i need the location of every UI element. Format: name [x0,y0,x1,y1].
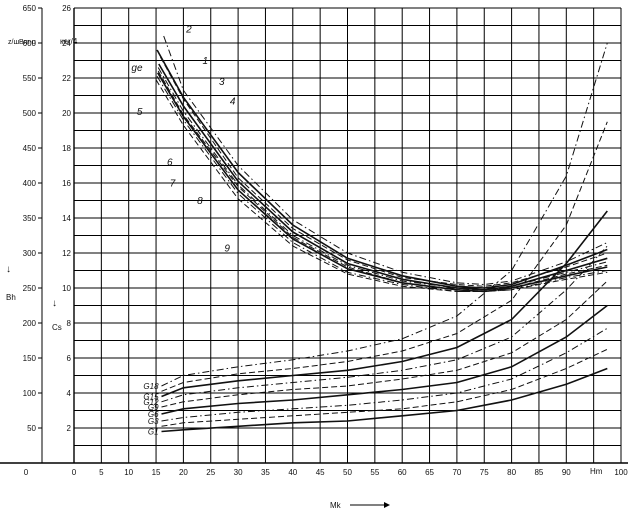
right-axis-tick-label: 26 [62,4,71,13]
left-axis-tick-label: 100 [23,389,37,398]
x-tick-label: 80 [507,468,516,477]
left-axis-tick-label: 300 [23,249,37,258]
hour-curve-g9 [161,280,608,408]
x-tick-label: 40 [288,468,297,477]
right-axis-tick-label: 20 [62,109,71,118]
left-axis-tick-label: 350 [23,214,37,223]
right-axis-label: Cs [52,323,62,332]
x-tick-label: 0 [72,468,77,477]
x-tick-label: 50 [343,468,352,477]
x-tick-label: 75 [480,468,489,477]
left-axis-label: Bh [6,293,16,302]
left-axis-tick-label: 250 [23,284,37,293]
hour-curve [161,348,608,427]
hour-curve-g1 [161,367,608,433]
hour-curve-label: G15 [143,393,159,402]
x-tick-label: 15 [152,468,161,477]
x-axis-unit: Hm [590,467,603,476]
hour-curve-label: G1 [148,428,159,437]
x-tick-label: 100 [614,468,628,477]
curve-label: 2 [185,25,192,36]
fuel-curve-8 [156,76,608,292]
grid [74,7,622,463]
hour-curve-g12 [161,245,608,403]
x-tick-label: 45 [316,468,325,477]
curve-label: 8 [197,196,203,207]
right-axis-tick-label: 2 [67,424,72,433]
x-tick-label: 25 [206,468,215,477]
right-arrow-icon [384,502,390,508]
axes [0,8,628,464]
hour-curve-g3 [161,327,608,422]
right-axis-tick-label: 6 [67,354,72,363]
hour-curve-label: G18 [143,382,159,391]
left-axis-unit: z/шBm-u [8,39,36,46]
curve-label: 4 [230,96,236,107]
left-axis-tick-label: 200 [23,319,37,328]
right-axis-tick-label: 22 [62,74,71,83]
curve-label: ge [131,63,143,74]
tick-labels: 0 5 10 15 20 25 30 35 40 45 50 55 60 65 70 75 80 85 90 1000… [23,4,629,477]
right-axis-tick-label: 10 [62,284,71,293]
left-axis-tick-label: 600 [23,39,37,48]
left-axis-tick-label: 550 [23,74,37,83]
x-tick-label: 30 [234,468,243,477]
x-tick-label: 90 [562,468,571,477]
x-axis-label: Mk [330,501,342,510]
fuel-curve-4 [158,63,608,291]
right-axis-tick-label: 12 [62,249,71,258]
fuel-curve-3 [159,56,608,287]
left-axis-tick-label: 500 [23,109,37,118]
x-tick-label: 35 [261,468,270,477]
left-axis-tick-label: 400 [23,179,37,188]
left-axis-tick-label: 150 [23,354,37,363]
curve-label: 3 [219,77,225,88]
fuel-curve-5 [157,67,608,291]
hour-curve-g6 [161,304,608,415]
down-arrow-icon-left: ↓ [6,264,11,275]
fuel-curve-2 [163,35,608,286]
hour-curve-label: G12 [143,398,159,407]
right-axis-tick-label: 16 [62,179,71,188]
left-axis-zero-label: 0 [24,468,29,477]
x-tick-label: 70 [452,468,461,477]
hour-curve-label: G9 [148,403,159,412]
curve-label: 9 [224,243,230,254]
fuel-curve-1 [156,49,608,289]
fuel-curve-6 [157,70,608,291]
x-tick-label: 85 [534,468,543,477]
right-axis-unit: кer/4 [60,37,78,46]
right-axis-tick-label: 8 [67,319,72,328]
fuel-curve-7 [157,72,608,293]
hour-curve-label: G6 [148,410,159,419]
x-tick-label: 55 [370,468,379,477]
curve-label: 1 [203,56,209,67]
right-axis-tick-label: 18 [62,144,71,153]
left-axis-tick-label: 450 [23,144,37,153]
fuel-curve-9 [155,79,608,292]
hour-curve-label: G3 [148,417,159,426]
x-tick-label: 5 [99,468,104,477]
down-arrow-icon-right: ↓ [52,298,57,309]
right-axis-tick-label: 14 [62,214,71,223]
hour-curve [161,121,608,392]
x-tick-label: 60 [398,468,407,477]
curve-label: 6 [167,158,173,169]
hour-curve-g15 [161,210,608,398]
hour-curve-g18 [161,42,608,387]
curve-label: 5 [137,107,143,118]
x-tick-label: 65 [425,468,434,477]
left-axis-tick-label: 50 [27,424,36,433]
x-tick-label: 10 [124,468,133,477]
right-axis-tick-label: 4 [67,389,72,398]
left-axis-tick-label: 650 [23,4,37,13]
series-lines [155,35,608,433]
curve-label: 7 [170,179,176,190]
right-axis-tick-label: 24 [62,39,71,48]
x-tick-label: 20 [179,468,188,477]
